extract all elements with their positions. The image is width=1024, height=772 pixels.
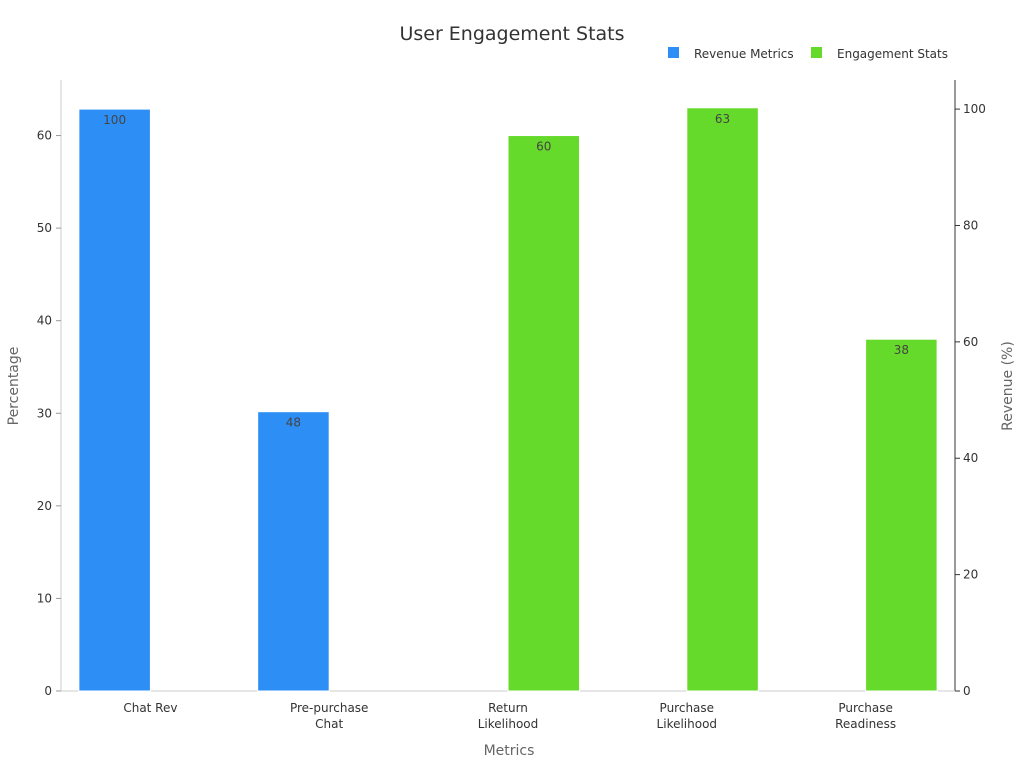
- x-tick-label: Return Likelihood: [478, 701, 539, 731]
- bar-revenue-metrics: [78, 108, 151, 692]
- legend-label-engagement-stats: Engagement Stats: [837, 47, 948, 61]
- bars: [78, 107, 938, 692]
- data-labels: 100 48 60 63 38: [103, 112, 909, 430]
- bar-engagement-stats: [865, 338, 938, 692]
- legend-label-revenue-metrics: Revenue Metrics: [694, 47, 794, 61]
- legend-swatch-engagement-stats: [811, 47, 822, 58]
- y-tick-label: 30: [37, 406, 52, 420]
- legend-swatch-revenue-metrics: [668, 47, 679, 58]
- y2-tick-label: 80: [963, 218, 978, 232]
- bar-engagement-stats: [686, 107, 759, 692]
- y2-tick-label: 20: [963, 568, 978, 582]
- legend: Revenue Metrics Engagement Stats: [668, 47, 948, 61]
- y2-tick-label: 40: [963, 451, 978, 465]
- y2-axis-title: Revenue (%): [1000, 341, 1016, 431]
- bar-value-label: 100: [103, 113, 126, 127]
- y-tick-label: 20: [37, 499, 52, 513]
- bar-engagement-stats: [507, 135, 581, 692]
- y2-tick-label: 0: [963, 684, 971, 698]
- y-tick-label: 60: [37, 129, 52, 143]
- x-tick-label: Pre-purchase Chat: [290, 701, 369, 731]
- y-tick-label: 40: [37, 314, 52, 328]
- chart-title: User Engagement Stats: [399, 23, 624, 45]
- bar-value-label: 60: [536, 140, 551, 154]
- y2-tick-label: 60: [963, 335, 978, 349]
- bar-revenue-metrics: [257, 411, 330, 692]
- x-axis-title: Metrics: [484, 743, 535, 759]
- bar-value-label: 63: [715, 112, 730, 126]
- y2-tick-label: 100: [963, 102, 986, 116]
- x-tick-label: Purchase Readiness: [835, 701, 896, 731]
- y-tick-label: 0: [44, 684, 52, 698]
- bar-value-label: 38: [894, 343, 909, 357]
- bar-value-label: 48: [286, 416, 301, 430]
- y-axis-title: Percentage: [6, 347, 22, 426]
- axes: 0 10 20 30 40 50 60 0 20 40 60 80 100 Chat Rev Pre-pur…: [37, 80, 986, 731]
- x-tick-label: Chat Rev: [123, 701, 177, 715]
- y-tick-label: 10: [37, 591, 52, 605]
- y-tick-label: 50: [37, 221, 52, 235]
- x-tick-label: Purchase Likelihood: [657, 701, 718, 731]
